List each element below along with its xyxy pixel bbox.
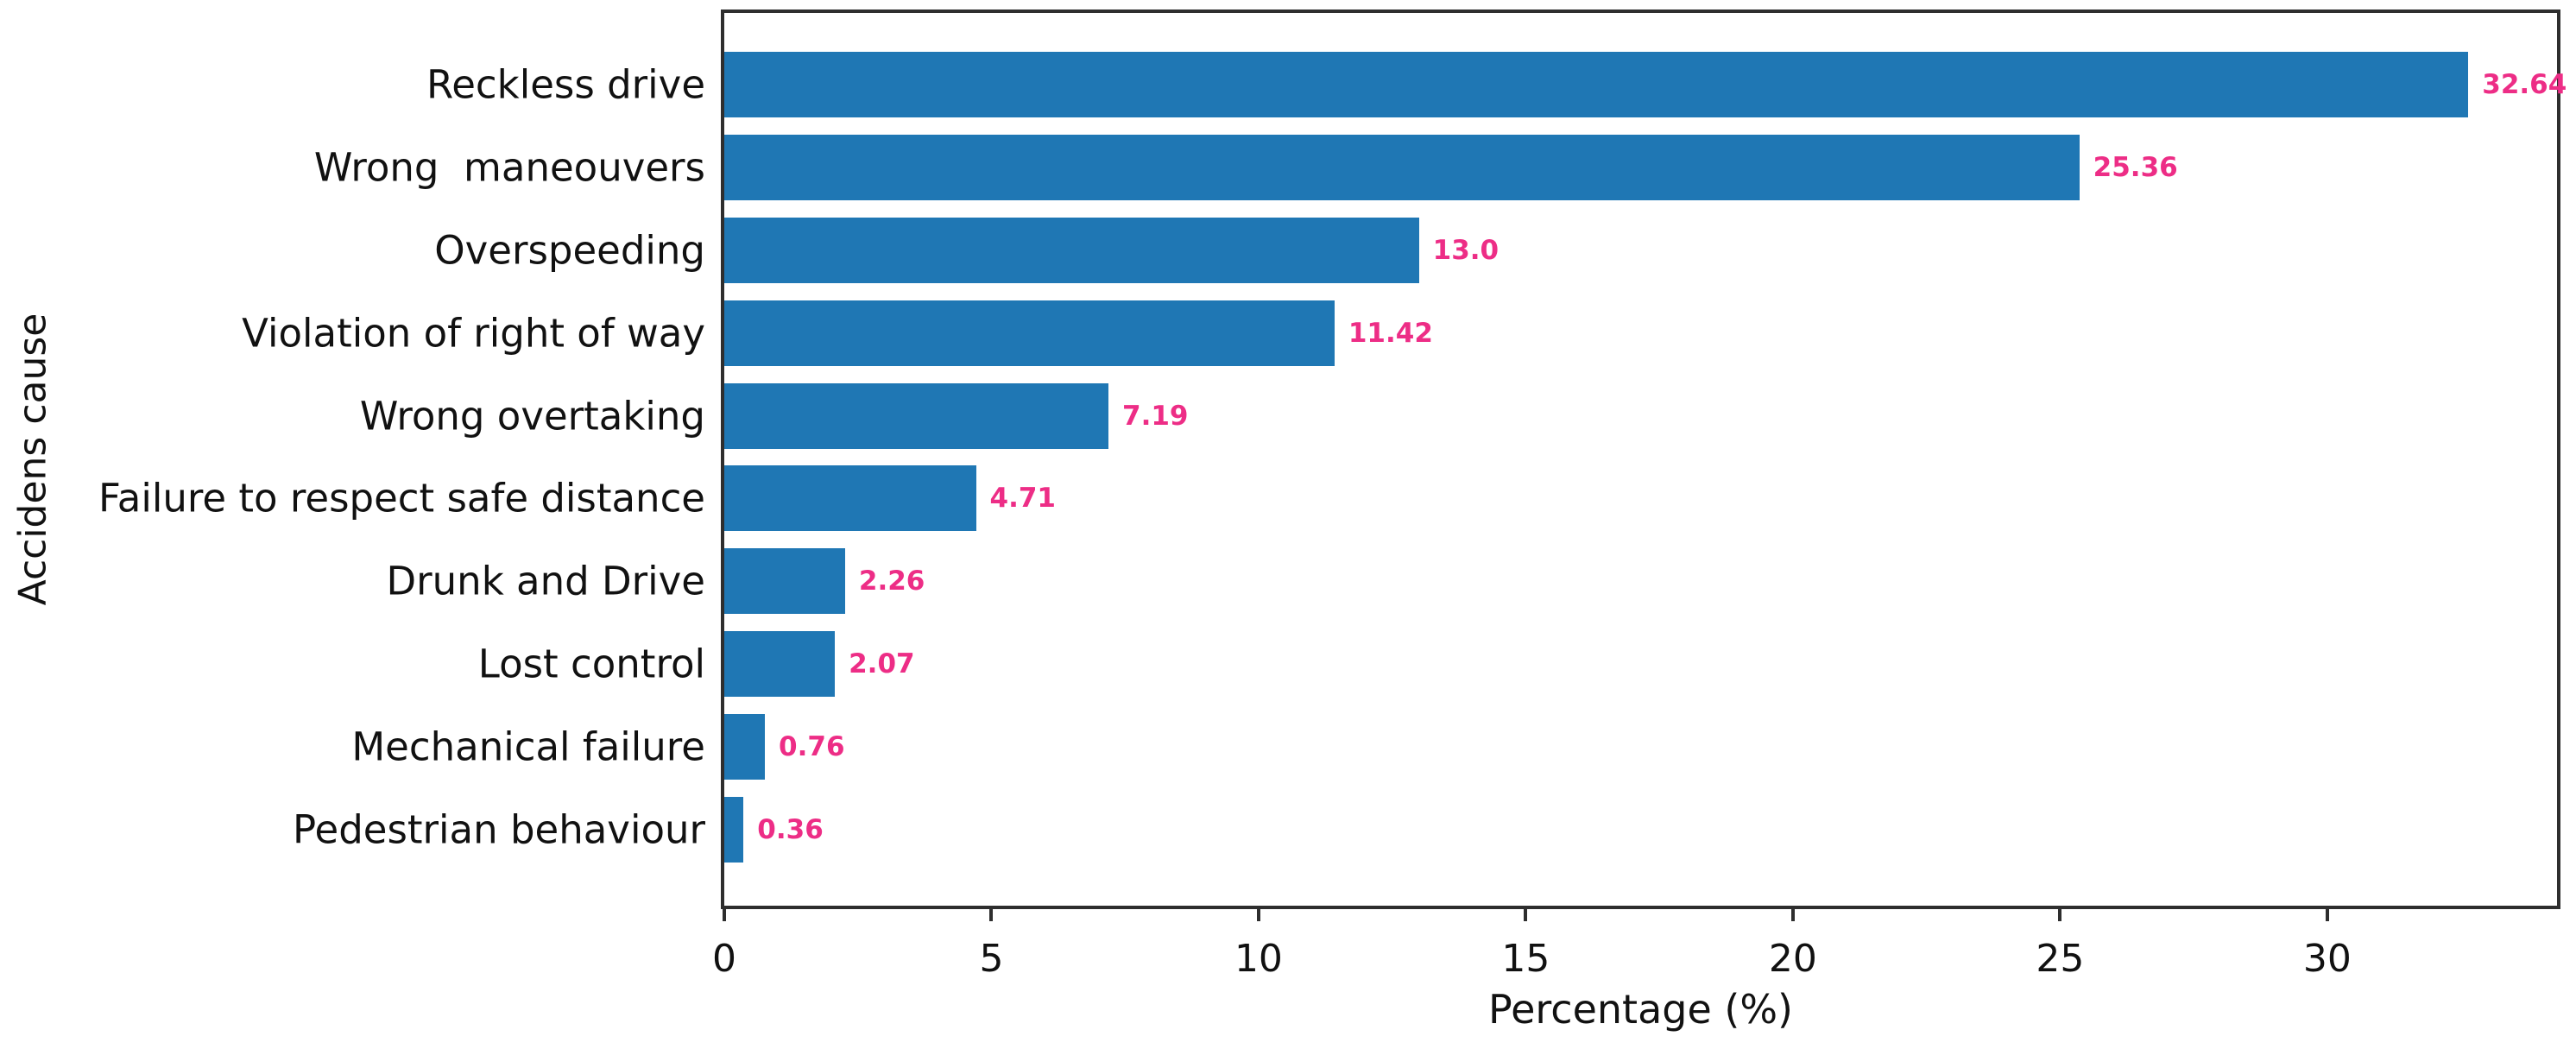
bar [724,548,845,615]
bar [724,465,976,532]
bar-value-label: 4.71 [989,483,1057,515]
bar [724,300,1335,366]
x-tick-label: 5 [979,937,1004,981]
y-tick-label: Mechanical failure [351,724,705,770]
x-tick-label: 30 [2302,937,2352,981]
bar-value-label: 32.64 [2482,68,2567,100]
bar-value-label: 0.36 [757,814,824,846]
x-tick-label: 20 [1768,937,1817,981]
bar [724,134,2080,200]
x-tick-mark [2058,909,2062,921]
y-tick-label: Reckless drive [426,61,705,108]
y-tick-label: Wrong maneouvers [313,144,705,191]
x-tick-mark [723,909,726,921]
bar-value-label: 7.19 [1122,400,1189,432]
y-tick-label: Failure to respect safe distance [98,475,705,521]
bar-value-label: 0.76 [779,731,845,763]
x-tick-mark [989,909,994,921]
bar [724,714,766,780]
x-tick-mark [1524,909,1528,921]
y-tick-label: Violation of right of way [242,310,705,357]
x-tick-label: 0 [712,937,736,981]
x-tick-mark [2325,909,2329,921]
y-tick-label: Lost control [477,641,705,687]
bar [724,217,1419,283]
bar [724,382,1109,449]
y-tick-label: Pedestrian behaviour [293,806,705,853]
bar-value-label: 2.26 [858,566,925,597]
x-tick-label: 15 [1501,937,1550,981]
x-axis-title: Percentage (%) [1488,986,1793,1033]
y-tick-label: Drunk and Drive [386,558,706,604]
y-tick-label: Wrong overtaking [359,393,705,439]
bar-value-label: 2.07 [849,648,915,680]
y-axis-title: Accidens cause [10,313,55,606]
bar [724,631,836,698]
x-tick-label: 25 [2036,937,2085,981]
bar-value-label: 25.36 [2093,151,2178,183]
x-tick-label: 10 [1234,937,1283,981]
x-tick-mark [1256,909,1260,921]
bar [724,797,744,863]
y-tick-label: Overspeeding [434,227,705,274]
bar [724,51,2469,117]
bar-value-label: 11.42 [1348,317,1433,349]
x-tick-mark [1790,909,1795,921]
bar-value-label: 13.0 [1432,234,1500,266]
